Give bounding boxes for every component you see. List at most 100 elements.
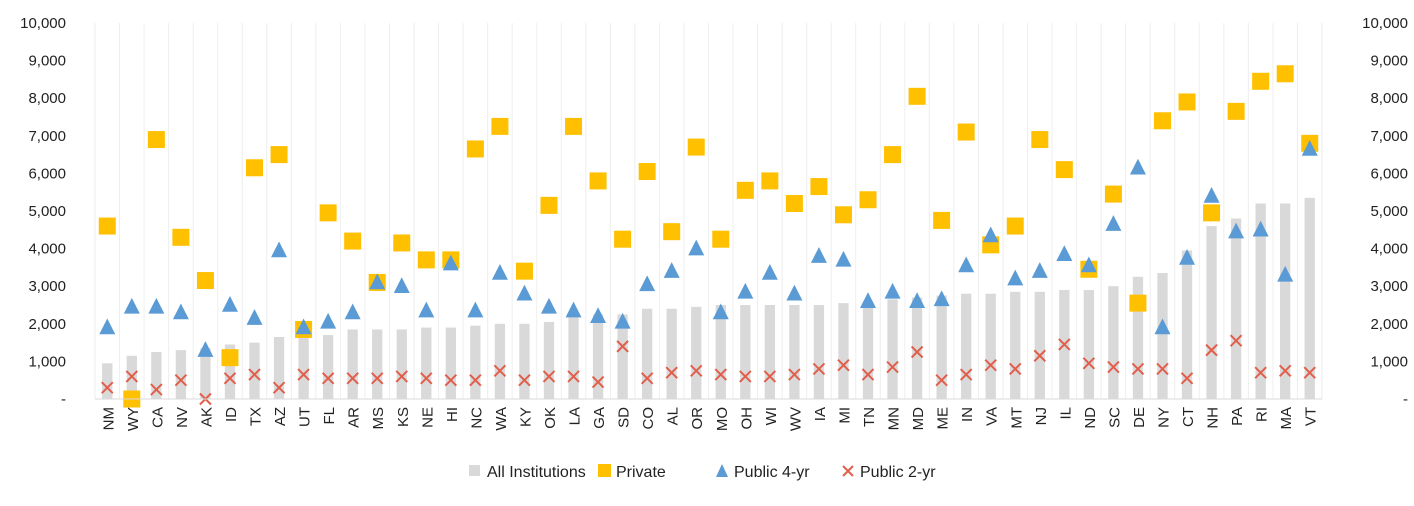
marker-public-4yr <box>761 264 778 280</box>
marker-public-4yr <box>590 307 607 324</box>
marker-private <box>957 123 975 141</box>
marker-public-2yr <box>1156 362 1169 376</box>
bar-all-institutions <box>715 305 726 399</box>
y-tick-label-left: 5,000 <box>28 203 66 220</box>
marker-public-4yr <box>1252 220 1269 237</box>
marker-public-2yr <box>665 366 678 379</box>
marker-private <box>1104 185 1122 203</box>
marker-private <box>884 146 902 164</box>
marker-private <box>270 146 288 164</box>
x-tick-label: LA <box>567 407 584 425</box>
x-tick-label: CA <box>149 407 166 428</box>
bar-all-institutions <box>543 321 555 399</box>
x-tick-label: VT <box>1303 407 1320 426</box>
x-tick-label: NC <box>468 407 485 429</box>
bar-all-institutions <box>666 308 677 399</box>
marker-public-2yr <box>248 368 261 381</box>
bar-all-institutions <box>151 352 162 399</box>
marker-public-2yr <box>837 358 850 372</box>
marker-public-4yr <box>320 312 337 329</box>
marker-public-2yr <box>1058 338 1071 351</box>
x-tick-label: ID <box>223 407 240 422</box>
marker-private <box>393 234 411 252</box>
bar-all-institutions <box>175 350 187 399</box>
marker-public-2yr <box>788 368 801 381</box>
marker-public-4yr <box>369 273 386 290</box>
x-axis: NM WY CA NV AK ID TX AZ UT FL AR MS KS NE HI NC WA KY OK LA… <box>95 398 1322 431</box>
marker-public-2yr <box>910 345 924 359</box>
bar-all-institutions <box>421 327 432 399</box>
marker-public-4yr <box>663 262 680 278</box>
bar-all-institutions <box>1083 289 1095 399</box>
x-tick-label: NY <box>1155 407 1172 428</box>
y-tick-label-right: 8,000 <box>1370 90 1408 107</box>
legend-symbol-public-2yr <box>842 465 854 477</box>
marker-public-4yr <box>148 297 165 314</box>
x-tick-label: TN <box>861 407 878 427</box>
bar-all-institutions <box>445 327 456 399</box>
marker-private <box>859 191 877 209</box>
y-tick-label-right: 9,000 <box>1370 53 1408 70</box>
marker-private <box>246 159 264 177</box>
bar-all-institutions <box>691 306 702 399</box>
bar-series-group <box>94 23 1323 399</box>
marker-public-2yr <box>371 372 384 385</box>
bar-all-institutions <box>494 323 506 399</box>
marker-public-4yr <box>467 301 484 318</box>
bar-all-institutions <box>838 303 849 399</box>
marker-public-4yr <box>491 264 508 280</box>
marker-private <box>344 232 362 250</box>
marker-public-4yr <box>884 282 901 299</box>
bar-all-institutions <box>322 335 334 399</box>
marker-private <box>785 194 803 212</box>
bar-all-institutions <box>470 325 481 399</box>
marker-public-4yr <box>172 303 189 320</box>
bar-all-institutions <box>961 293 972 399</box>
marker-public-4yr <box>1105 215 1122 231</box>
marker-private <box>933 211 951 229</box>
marker-public-2yr <box>861 368 875 381</box>
marker-public-4yr <box>737 282 754 299</box>
bar-all-institutions <box>372 329 383 399</box>
x-tick-label: PA <box>1229 407 1246 426</box>
x-tick-label: NV <box>174 407 191 428</box>
marker-public-4yr <box>1056 245 1073 261</box>
bar-all-institutions <box>273 336 285 399</box>
marker-private <box>1055 161 1073 179</box>
marker-public-4yr <box>1179 249 1196 265</box>
x-tick-label: MD <box>910 407 927 430</box>
x-tick-label: FL <box>321 407 338 425</box>
y-tick-label-left: 7,000 <box>28 128 66 145</box>
y-tick-label-right: 1,000 <box>1370 353 1408 370</box>
marker-public-2yr <box>1082 357 1096 370</box>
marker-public-4yr <box>933 290 950 307</box>
marker-public-4yr <box>295 318 312 335</box>
bar-all-institutions <box>740 305 751 399</box>
marker-public-2yr <box>1229 334 1243 347</box>
marker-public-2yr <box>518 373 531 387</box>
marker-public-4yr <box>1031 262 1048 278</box>
marker-public-2yr <box>812 362 826 376</box>
y-tick-label-right: 5,000 <box>1370 203 1408 220</box>
marker-public-2yr <box>272 381 286 394</box>
x-tick-label: CO <box>640 407 657 430</box>
bar-all-institutions <box>887 299 898 399</box>
marker-private <box>589 172 607 190</box>
marker-public-2yr <box>395 370 408 383</box>
x-tick-label: VA <box>984 407 1001 426</box>
marker-private <box>834 206 852 224</box>
x-tick-label: NH <box>1205 407 1222 429</box>
bar-all-institutions <box>1230 218 1242 399</box>
marker-private <box>638 163 656 181</box>
bar-all-institutions <box>1108 286 1119 399</box>
marker-public-4yr <box>565 301 582 318</box>
marker-public-2yr <box>223 372 237 385</box>
marker-public-2yr <box>616 340 629 353</box>
marker-public-2yr <box>1107 360 1120 374</box>
marker-public-2yr <box>1131 362 1145 376</box>
marker-public-2yr <box>125 370 139 383</box>
marker-private <box>1227 102 1245 120</box>
legend-symbol-public-4yr <box>716 464 728 477</box>
marker-private <box>417 251 435 269</box>
bar-all-institutions <box>862 301 874 399</box>
